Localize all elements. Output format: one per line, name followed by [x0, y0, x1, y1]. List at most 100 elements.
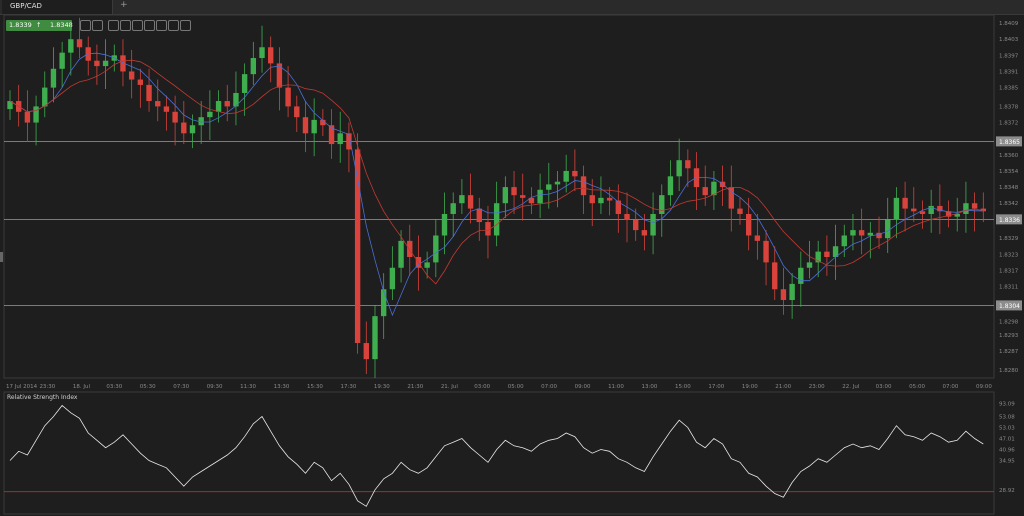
- candle-body: [745, 213, 752, 236]
- candle-body: [502, 187, 509, 204]
- candle-body: [50, 68, 57, 88]
- candle-body: [476, 208, 482, 223]
- candle-body: [120, 55, 126, 72]
- candle-body: [68, 39, 74, 53]
- candle-body: [885, 219, 891, 239]
- candle-body: [59, 52, 65, 69]
- candle-body: [876, 232, 882, 239]
- candle-body: [433, 235, 439, 263]
- candle-body: [598, 197, 604, 204]
- candle-body: [971, 203, 978, 209]
- time-tick: 11:00: [608, 384, 624, 390]
- time-tick: 07:00: [943, 384, 959, 390]
- time-tick: 05:30: [140, 384, 156, 390]
- candle-body: [980, 208, 987, 212]
- rsi-tick: 34.95: [999, 459, 1015, 465]
- candle-body: [528, 197, 535, 204]
- plot-frame: [3, 14, 995, 379]
- candle-body: [268, 47, 274, 64]
- candle-body: [459, 195, 465, 204]
- candle-body: [7, 101, 13, 110]
- candle-body: [754, 235, 761, 241]
- time-tick: 18. Jul: [73, 384, 91, 390]
- time-tick: 03:30: [106, 384, 122, 390]
- candle-body: [424, 262, 430, 268]
- tab-bar: GBP/CAD +: [0, 0, 1024, 15]
- time-tick: 07:30: [173, 384, 189, 390]
- candle-body: [641, 230, 648, 236]
- candle-body: [772, 262, 778, 290]
- price-tick: 1.8317: [999, 268, 1019, 274]
- level-badge: [996, 300, 1022, 311]
- time-tick: 03:00: [876, 384, 892, 390]
- candle-body: [546, 184, 552, 190]
- panel-grip[interactable]: [0, 252, 3, 262]
- time-tick: 19:30: [374, 384, 390, 390]
- level-label: 1.8365: [999, 139, 1020, 146]
- candle-body: [398, 240, 404, 268]
- price-tick: 1.8329: [999, 236, 1019, 242]
- candle-body: [824, 251, 830, 257]
- candle-body: [685, 160, 691, 169]
- time-tick: 07:00: [541, 384, 557, 390]
- candle-body: [285, 87, 291, 107]
- time-tick: 09:00: [575, 384, 591, 390]
- candle-body: [728, 187, 734, 209]
- candle-body: [945, 211, 952, 217]
- candle-body: [780, 289, 787, 301]
- candle-body: [789, 283, 795, 301]
- candle-body: [659, 195, 665, 214]
- candle-body: [24, 111, 31, 123]
- rsi-tick: 28.92: [999, 488, 1015, 494]
- price-tick: 1.8403: [999, 37, 1019, 43]
- candle-body: [450, 203, 456, 214]
- settings-icon[interactable]: [180, 20, 191, 31]
- candles-icon[interactable]: [108, 20, 119, 31]
- candle-body: [815, 251, 821, 263]
- crosshair-icon[interactable]: [144, 20, 155, 31]
- time-tick: 11:30: [240, 384, 256, 390]
- candle-body: [294, 106, 300, 118]
- candle-body: [224, 101, 230, 107]
- candle-body: [832, 246, 839, 257]
- price-tick: 1.8385: [999, 86, 1019, 92]
- candle-body: [902, 197, 908, 209]
- quote-badge[interactable]: 1.8339 ↑ 1.8348: [6, 20, 73, 31]
- rsi-tick: 53.08: [999, 415, 1015, 421]
- time-tick: 17:30: [340, 384, 356, 390]
- zoom-in-icon[interactable]: [80, 20, 91, 31]
- candle-body: [328, 125, 335, 145]
- candle-body: [702, 187, 708, 196]
- candle-body: [806, 262, 813, 268]
- price-tick: 1.8409: [999, 21, 1019, 27]
- candle-body: [563, 170, 569, 182]
- level-badge: [996, 136, 1022, 147]
- candle-body: [963, 203, 969, 214]
- candle-body: [520, 195, 526, 198]
- draw-icon[interactable]: [168, 20, 179, 31]
- price-tick: 1.8360: [999, 153, 1019, 159]
- candle-body: [372, 316, 378, 360]
- add-tab-button[interactable]: +: [120, 0, 128, 10]
- candle-body: [337, 133, 343, 145]
- candle-body: [798, 267, 804, 284]
- price-tick: 1.8391: [999, 69, 1018, 75]
- price-tick: 1.8311: [999, 285, 1018, 291]
- candle-body: [693, 168, 700, 188]
- candle-body: [15, 101, 22, 112]
- candle-body: [589, 195, 595, 204]
- zoom-out-icon[interactable]: [92, 20, 103, 31]
- candle-body: [33, 106, 39, 123]
- candle-body: [172, 111, 178, 123]
- indicator-icon[interactable]: [156, 20, 167, 31]
- candle-body: [493, 203, 500, 236]
- candle-body: [737, 208, 743, 214]
- candle-body: [919, 211, 926, 214]
- bars-icon[interactable]: [120, 20, 131, 31]
- rsi-frame: [3, 391, 995, 515]
- tab-gbpcad[interactable]: GBP/CAD: [2, 0, 113, 14]
- candle-body: [311, 119, 317, 134]
- candle-body: [111, 55, 117, 61]
- line-icon[interactable]: [132, 20, 143, 31]
